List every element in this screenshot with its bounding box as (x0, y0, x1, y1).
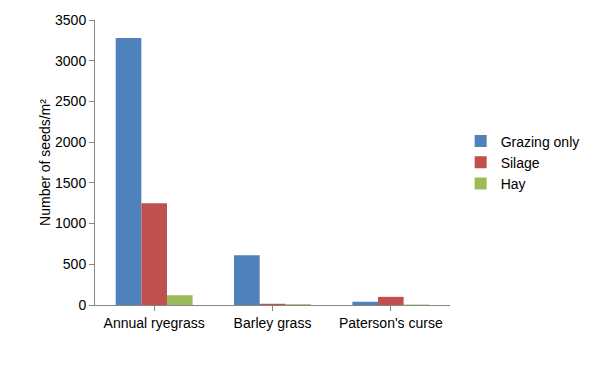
svg-text:Annual ryegrass: Annual ryegrass (104, 315, 205, 331)
svg-text:3500: 3500 (55, 12, 86, 28)
svg-text:500: 500 (63, 256, 87, 272)
svg-text:Hay: Hay (501, 176, 526, 192)
svg-text:Paterson's curse: Paterson's curse (339, 315, 443, 331)
svg-text:Silage: Silage (501, 155, 540, 171)
svg-text:Barley grass: Barley grass (234, 315, 312, 331)
svg-text:2500: 2500 (55, 93, 86, 109)
svg-text:0: 0 (78, 297, 86, 313)
svg-text:1000: 1000 (55, 215, 86, 231)
svg-text:1500: 1500 (55, 175, 86, 191)
svg-text:2000: 2000 (55, 134, 86, 150)
svg-text:Number of seeds/m²: Number of seeds/m² (37, 99, 53, 226)
svg-text:3000: 3000 (55, 53, 86, 69)
svg-text:Grazing only: Grazing only (501, 134, 580, 150)
